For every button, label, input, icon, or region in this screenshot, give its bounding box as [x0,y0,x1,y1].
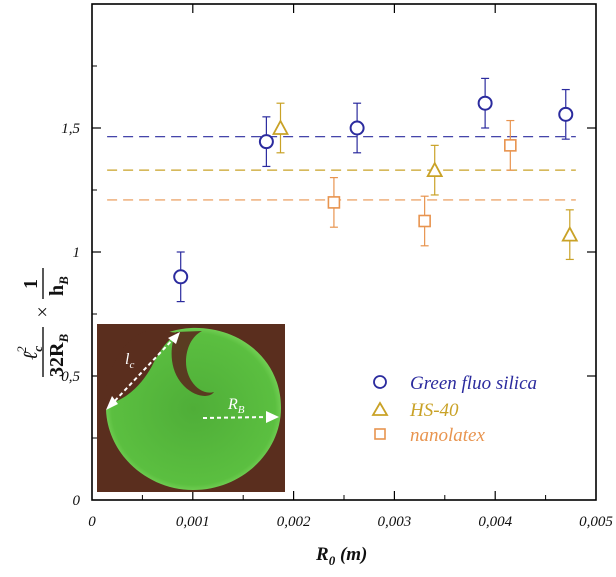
inset-notch-inner [171,331,214,396]
x-tick-label: 0,001 [176,514,210,530]
legend-label-hs-40: HS-40 [409,400,459,421]
mean-lines [107,136,576,201]
legend: Green fluo silica HS-40 nanolatex [371,373,537,446]
axis-ticks [92,4,596,500]
axis-tick-labels: 0 0,001 0,002 0,003 0,004 0,005 0 0,5 1 1,5 [61,121,613,530]
y-title-frac1-denominator: 32RB [46,334,71,377]
data-point-hs-40 [271,119,290,135]
data-point-hs-40 [561,225,579,242]
data-point-nanolatex [327,196,341,209]
x-tick-label: 0 [88,514,96,530]
data-point-green-fluo-silica [558,106,574,122]
legend-item-nanolatex: nanolatex [374,425,485,446]
inset-rb-label: RB [227,396,245,416]
inset-lc-arrow [109,335,177,407]
data-point-green-fluo-silica [258,134,274,150]
inset-rb-arrowhead [266,411,279,423]
x-tick-label: 0,005 [579,514,613,530]
y-axis-title: ℓc2 32RB × 1 hB [14,268,71,377]
data-point-nanolatex [418,214,431,228]
y-title-times: × [32,306,54,317]
y-title-frac1-numerator: ℓc2 [14,346,45,360]
y-tick-label: 0 [73,493,81,509]
inset-lc-arrowhead-end [168,332,180,344]
legend-label-green-fluo-silica: Green fluo silica [410,373,537,394]
y-tick-label: 0,5 [61,369,80,385]
legend-triangle-marker [371,401,389,416]
y-tick-label: 1 [73,245,81,261]
legend-square-marker [374,428,386,440]
x-axis-title-subscript: 0 [329,553,336,568]
legend-circle-marker [373,375,387,389]
inset-notch [104,330,180,404]
y-tick-label: 1,5 [61,121,80,137]
x-tick-label: 0,003 [378,514,412,530]
data-point-nanolatex [504,139,517,152]
legend-label-nanolatex: nanolatex [410,425,485,446]
y-title-frac2-denominator: hB [46,276,71,296]
data-point-green-fluo-silica [173,269,189,285]
legend-item-green-fluo-silica: Green fluo silica [373,373,537,394]
data-point-hs-40 [426,161,444,178]
inset-photo: lc RB [97,324,285,492]
data-markers [173,95,579,285]
data-point-green-fluo-silica [349,120,365,136]
data-point-green-fluo-silica [477,95,493,111]
legend-item-hs-40: HS-40 [371,400,459,421]
x-axis-title: R0 (m) [315,544,367,568]
y-title-frac2-numerator: 1 [20,279,42,289]
inset-lc-arrowhead-start [106,396,118,410]
error-bars [176,77,574,303]
x-tick-label: 0,004 [478,514,512,530]
inset-rb-arrow [202,416,269,419]
x-tick-label: 0,002 [277,514,311,530]
inset-lc-label: lc [125,351,134,371]
